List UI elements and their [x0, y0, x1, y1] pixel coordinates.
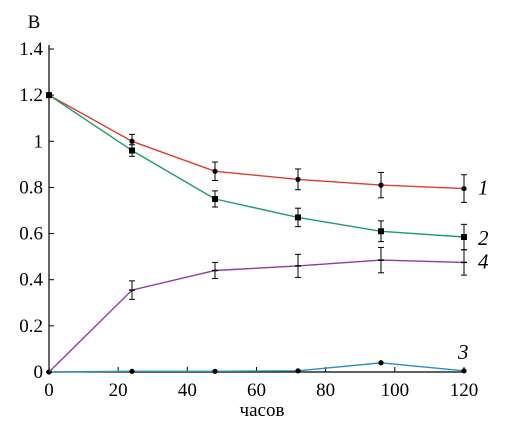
series-line-3 — [48, 362, 465, 373]
series-label-4: 4 — [478, 249, 489, 273]
data-point — [212, 368, 218, 374]
y-tick-label: 1.2 — [19, 85, 43, 106]
data-point — [129, 147, 135, 154]
data-point — [378, 182, 384, 188]
data-point — [461, 234, 467, 241]
series-line-1 — [48, 94, 465, 190]
series-line-2 — [48, 94, 465, 238]
x-tick-label: 40 — [178, 380, 197, 401]
x-tick-label: 0 — [44, 380, 54, 401]
data-point — [378, 228, 384, 235]
y-tick-label: 0 — [34, 362, 44, 383]
data-point — [46, 92, 52, 99]
y-tick-label: 1.4 — [19, 39, 43, 60]
x-axis-title: часов — [240, 400, 285, 421]
y-axis-title: B — [28, 12, 41, 33]
data-point — [212, 195, 218, 202]
series-label-3: 3 — [457, 340, 469, 364]
x-tick-label: 100 — [381, 380, 410, 401]
data-point — [295, 176, 301, 182]
data-point — [295, 368, 301, 374]
y-tick-label: 1 — [34, 131, 44, 152]
data-point — [129, 368, 135, 374]
x-tick-label: 20 — [109, 380, 128, 401]
data-point — [212, 168, 218, 174]
series-label-1: 1 — [478, 176, 489, 200]
data-point — [461, 368, 467, 374]
y-tick-label: 0.4 — [19, 270, 43, 291]
y-tick-label: 0.8 — [19, 177, 43, 198]
series-line-4 — [48, 259, 465, 373]
x-tick-label: 80 — [316, 380, 335, 401]
y-tick-label: 0.6 — [19, 224, 43, 245]
x-tick-label: 120 — [450, 380, 479, 401]
series-label-2: 2 — [478, 226, 489, 250]
y-tick-label: 0.2 — [19, 316, 43, 337]
data-point — [378, 360, 384, 366]
data-point — [295, 214, 301, 221]
x-tick-label: 60 — [247, 380, 266, 401]
data-point — [129, 138, 135, 144]
data-point — [461, 185, 467, 192]
